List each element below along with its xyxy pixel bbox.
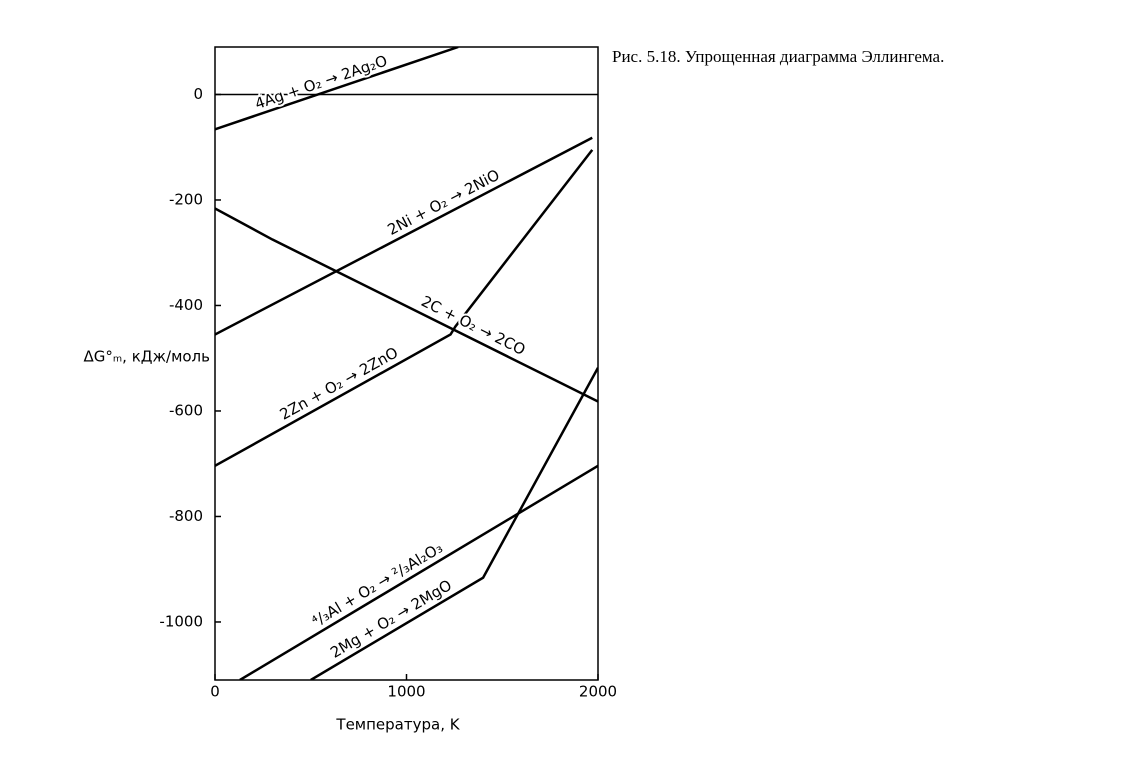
y-tick-label: -800 [169, 507, 203, 525]
y-tick-label: 0 [193, 85, 203, 103]
series-line [239, 464, 598, 680]
series-line [215, 47, 459, 131]
y-tick-label: -1000 [159, 612, 203, 630]
x-axis-label: Температура, K [335, 716, 460, 734]
x-tick-label: 0 [210, 683, 220, 701]
series-label: 2Zn + O₂ → 2ZnO [277, 343, 401, 423]
caption: Рис. 5.18. Упрощенная диаграмма Эллингем… [612, 47, 944, 66]
plot-area [215, 47, 598, 680]
series-line [310, 367, 598, 680]
x-tick-label: 1000 [387, 683, 425, 701]
y-tick-label: -600 [169, 401, 203, 419]
plot-frame [214, 46, 599, 681]
series-line [215, 207, 598, 403]
series-line [215, 136, 593, 336]
y-axis-label: ΔG°ₘ, кДж/моль [83, 348, 210, 366]
series-line [215, 149, 594, 467]
y-tick-label: -200 [169, 190, 203, 208]
series-label: 4Ag + O₂ → 2Ag₂O [253, 52, 390, 113]
series-label: 2Ni + O₂ → 2NiO [385, 166, 503, 239]
x-tick-label: 2000 [579, 683, 617, 701]
y-tick-label: -400 [169, 296, 203, 314]
